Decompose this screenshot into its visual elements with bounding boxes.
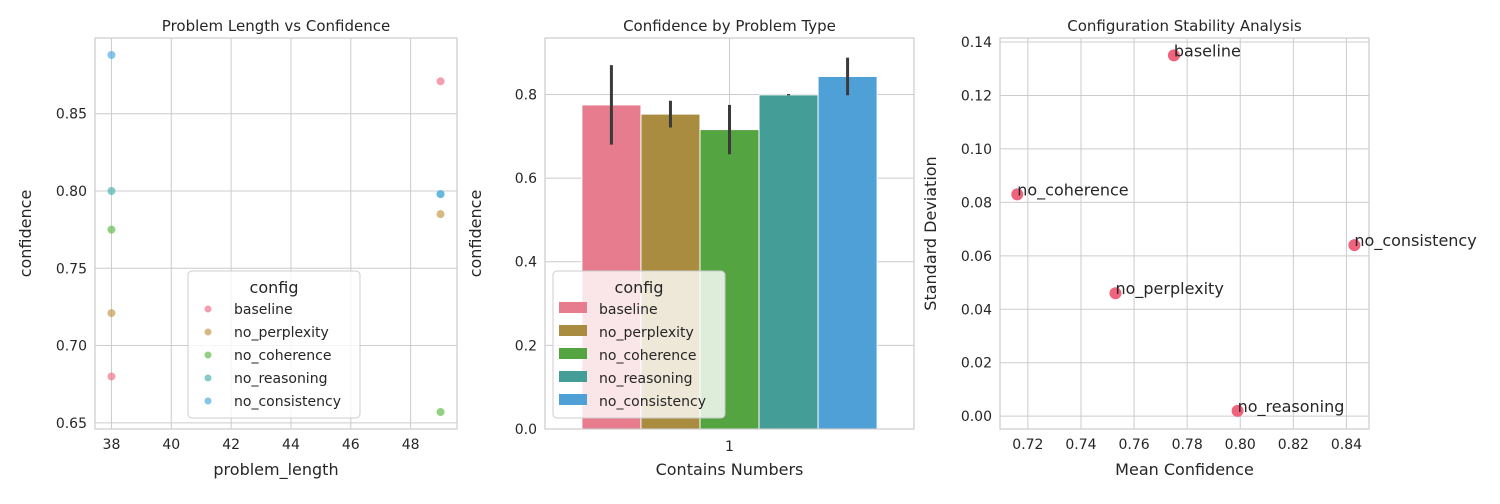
- scatter-point-no_reasoning: [107, 187, 116, 195]
- y-tick-label: 0.0: [515, 422, 537, 438]
- legend-label-no_coherence: no_coherence: [599, 348, 696, 364]
- x-tick-label: 0.82: [1278, 437, 1309, 453]
- x-tick-label: 0.72: [1012, 437, 1043, 453]
- y-tick-label: 0.70: [56, 339, 87, 355]
- y-tick-label: 0.02: [961, 356, 992, 372]
- legend-swatch-baseline: [559, 302, 587, 313]
- scatter-point: [1167, 49, 1180, 62]
- legend-title: config: [615, 278, 664, 297]
- x-tick-label: 48: [402, 437, 420, 453]
- plot-border: [94, 37, 458, 430]
- y-axis-label: confidence: [16, 190, 35, 278]
- y-tick-label: 0.06: [961, 249, 992, 265]
- x-tick-label: 44: [282, 437, 300, 453]
- x-tick-label: 0.78: [1172, 437, 1203, 453]
- x-tick-label: 40: [162, 437, 180, 453]
- x-tick-label: 42: [222, 437, 240, 453]
- legend-swatch-no_consistency: [559, 394, 587, 405]
- y-tick-label: 0.8: [515, 87, 537, 103]
- scatter-point: [1348, 239, 1361, 252]
- y-tick-label: 0.10: [961, 142, 992, 158]
- y-tick-label: 0.4: [515, 255, 537, 271]
- x-tick-label: 1: [725, 439, 734, 455]
- legend-label-baseline: baseline: [599, 302, 658, 318]
- point-label: no_consistency: [1354, 231, 1476, 251]
- x-tick-label: 0.80: [1225, 437, 1256, 453]
- legend-label-no_consistency: no_consistency: [599, 394, 706, 410]
- point-label: baseline: [1174, 41, 1241, 60]
- legend-swatch-no_coherence: [559, 348, 587, 359]
- legend-label-no_coherence: no_coherence: [234, 348, 331, 364]
- scatter-point-no_perplexity: [436, 210, 445, 219]
- plot-border: [544, 37, 915, 430]
- y-tick-label: 0.2: [515, 338, 537, 354]
- scatter-point: [1231, 404, 1244, 417]
- point-label: no_reasoning: [1238, 397, 1345, 417]
- scatter-point: [1109, 287, 1122, 300]
- scatter-point: [1011, 188, 1024, 201]
- bar-no_reasoning: [758, 94, 819, 430]
- legend-swatch-no_reasoning: [559, 371, 587, 382]
- x-tick-label: 0.76: [1118, 437, 1149, 453]
- y-tick-label: 0.65: [56, 416, 87, 432]
- legend-label-no_consistency: no_consistency: [234, 394, 341, 410]
- scatter-point-baseline: [107, 372, 116, 381]
- scatter-point-no_perplexity: [107, 309, 116, 318]
- panel-1: 38 40 42 44 46 48 0.65 0.70 0.75 0.80 0.85 Problem …: [16, 17, 458, 480]
- scatter-point-no_coherence: [107, 225, 116, 234]
- x-axis-label: Contains Numbers: [656, 460, 804, 479]
- scatter-point-no_coherence: [436, 408, 445, 416]
- legend-marker-no_consistency: [204, 397, 212, 405]
- legend: config baseline no_perplexity no_coherencen…: [187, 270, 361, 419]
- legend-label-no_perplexity: no_perplexity: [599, 325, 694, 341]
- legend-swatch-no_perplexity: [559, 325, 587, 336]
- scatter-point-no_consistency: [107, 51, 116, 59]
- legend-box: [552, 270, 726, 419]
- legend-marker-no_perplexity: [204, 328, 212, 336]
- x-tick-label: 46: [342, 437, 360, 453]
- plot-border: [999, 37, 1370, 430]
- x-tick-label: 0.74: [1065, 437, 1096, 453]
- x-tick-label: 38: [103, 437, 121, 453]
- legend-label-no_perplexity: no_perplexity: [234, 325, 329, 341]
- y-axis-label: Standard Deviation: [921, 156, 940, 310]
- y-tick-label: 0.14: [961, 35, 992, 51]
- y-tick-label: 0.04: [961, 302, 992, 318]
- y-tick-label: 0.08: [961, 195, 992, 211]
- y-axis-label: confidence: [466, 190, 485, 278]
- plot-area: [1000, 38, 1369, 429]
- legend-marker-no_coherence: [204, 351, 212, 359]
- scatter-point-baseline: [436, 77, 445, 86]
- panel-2: 0.0 0.2 0.4 0.6 0.8 1 Confidence by Problem Ty…: [466, 17, 915, 479]
- legend-marker-no_reasoning: [204, 374, 212, 382]
- x-axis-label: Mean Confidence: [1115, 460, 1254, 479]
- legend: config baseline no_perplexity no_coherencen…: [552, 270, 726, 419]
- point-label: no_perplexity: [1115, 279, 1223, 299]
- x-axis-label: problem_length: [213, 460, 338, 480]
- panel-3: 0.72 0.74 0.76 0.78 0.80 0.82 0.84 0.00 0.02 0.04…: [921, 17, 1477, 479]
- legend-marker-baseline: [204, 305, 212, 313]
- chart-title: Configuration Stability Analysis: [1067, 17, 1302, 35]
- scatter-point-no_consistency: [436, 190, 445, 199]
- x-tick-label: 0.84: [1331, 437, 1362, 453]
- legend-box: [187, 270, 361, 419]
- chart-title: Confidence by Problem Type: [623, 17, 836, 35]
- y-tick-label: 0.12: [961, 88, 992, 104]
- y-tick-label: 0.75: [56, 261, 87, 277]
- legend-title: config: [250, 278, 299, 297]
- point-label: no_coherence: [1017, 180, 1128, 200]
- y-tick-label: 0.85: [56, 107, 87, 123]
- y-tick-label: 0.6: [515, 171, 537, 187]
- y-tick-label: 0.00: [961, 409, 992, 425]
- y-tick-label: 0.80: [56, 184, 87, 200]
- legend-label-no_reasoning: no_reasoning: [599, 371, 692, 387]
- legend-label-no_reasoning: no_reasoning: [234, 371, 327, 387]
- legend-label-baseline: baseline: [234, 302, 293, 318]
- bar-no_consistency: [817, 75, 878, 430]
- chart-title: Problem Length vs Confidence: [162, 17, 390, 35]
